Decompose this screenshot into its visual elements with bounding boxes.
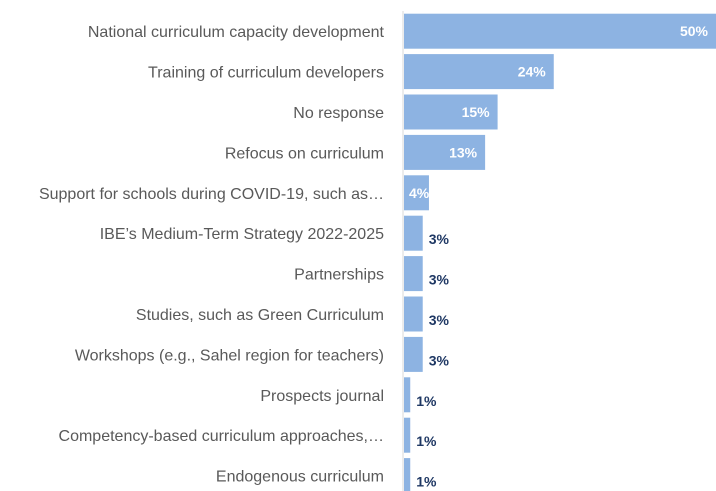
data-label: 13% — [449, 144, 478, 160]
category-label: Support for schools during COVID-19, suc… — [39, 186, 384, 203]
bar — [404, 417, 411, 453]
category-labels: National curriculum capacity development… — [39, 24, 385, 485]
category-label: Workshops (e.g., Sahel region for teache… — [75, 347, 384, 364]
data-label: 24% — [518, 64, 547, 80]
bar — [404, 336, 423, 372]
data-label: 1% — [416, 393, 437, 409]
data-label: 15% — [462, 104, 491, 120]
category-label: Training of curriculum developers — [148, 65, 384, 82]
bar — [404, 134, 486, 170]
bar — [404, 296, 423, 332]
bar — [404, 94, 498, 130]
category-label: Endogenous curriculum — [216, 469, 384, 486]
category-label: Competency-based curriculum approaches,… — [59, 428, 384, 445]
bar — [404, 215, 423, 251]
data-label: 1% — [416, 433, 437, 449]
data-label: 3% — [429, 272, 450, 288]
data-label: 3% — [429, 312, 450, 328]
value-labels: 50% 24% 15% 13% 4% 3% 3% 3% 3% 1% 1% 1% — [409, 23, 709, 489]
bar — [404, 13, 716, 49]
bar — [404, 54, 554, 90]
category-label: Partnerships — [294, 267, 384, 284]
category-label: IBE’s Medium-Term Strategy 2022-2025 — [100, 226, 384, 243]
bars — [404, 13, 716, 491]
data-label: 3% — [429, 352, 450, 368]
category-label: Prospects journal — [260, 388, 384, 405]
category-label: Studies, such as Green Curriculum — [136, 307, 384, 324]
category-label: National curriculum capacity development — [88, 24, 385, 41]
bar — [404, 175, 429, 211]
data-label: 3% — [429, 231, 450, 247]
data-label: 1% — [416, 474, 437, 490]
bar — [404, 377, 411, 413]
category-label: Refocus on curriculum — [225, 145, 384, 162]
bar — [404, 256, 423, 292]
data-label: 50% — [680, 23, 709, 39]
category-label: No response — [293, 105, 384, 122]
bar — [404, 458, 411, 491]
data-label: 4% — [409, 185, 430, 201]
